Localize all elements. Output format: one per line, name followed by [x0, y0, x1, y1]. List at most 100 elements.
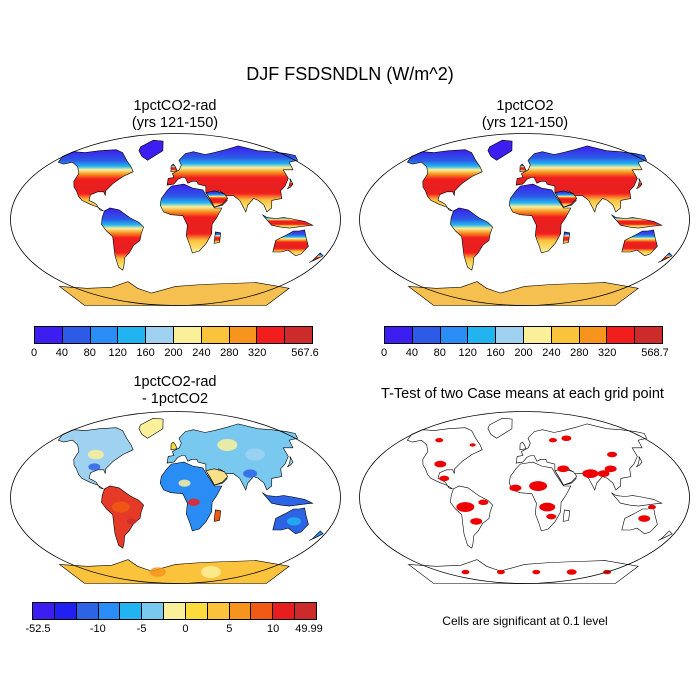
land-madagascar: [213, 231, 222, 244]
significant-cell: [557, 465, 570, 473]
colorbar-swatch: [523, 327, 552, 343]
colorbar-tick-label: 80: [83, 347, 96, 359]
colorbar-tick-label: 120: [458, 347, 477, 359]
panel-4-title: T-Test of two Case means at each grid po…: [381, 386, 664, 402]
colorbar-swatch: [120, 603, 143, 619]
significant-cell: [604, 465, 617, 473]
significant-cell: [532, 569, 541, 575]
colorbar-swatch: [579, 327, 608, 343]
colorbar-swatch: [90, 327, 119, 343]
significant-cell: [597, 470, 610, 477]
colorbar-swatch: [201, 327, 230, 343]
land-southAmerica: [101, 485, 144, 549]
colorbar-swatch: [285, 327, 312, 343]
land-eurasia: [515, 423, 648, 491]
colorbar-tick-label: 240: [542, 347, 561, 359]
land-uk: [519, 163, 527, 173]
land-eurasia: [166, 145, 299, 213]
colorbar-swatch: [385, 327, 413, 343]
panel-2-title: 1pctCO2 (yrs 121-150): [370, 98, 680, 132]
difference-patch: [87, 449, 104, 460]
land-indonesia: [611, 214, 663, 229]
land-antarctica: [58, 559, 290, 584]
significant-cell: [638, 515, 651, 522]
colorbar-swatch: [164, 603, 186, 619]
colorbar-swatch: [33, 603, 55, 619]
land-newzealand: [658, 530, 673, 541]
colorbar-swatch: [295, 603, 316, 619]
significant-cell: [435, 437, 444, 443]
land-newzealand: [309, 530, 324, 541]
land-australia: [621, 229, 658, 257]
land-indonesia: [262, 214, 314, 229]
land-indonesia: [611, 492, 663, 507]
colorbar-swatch: [54, 603, 77, 619]
colorbar-tick-label: 0: [380, 347, 388, 359]
colorbar-swatch: [98, 603, 121, 619]
difference-patch: [217, 438, 238, 451]
colorbar-tick-label: 280: [570, 347, 589, 359]
land-africa: [159, 461, 223, 532]
land-newzealand: [309, 252, 324, 263]
colorbar-tick-label: 49.99: [295, 623, 323, 635]
land-australia: [621, 507, 658, 535]
significant-cell: [470, 518, 483, 525]
colorbar-swatch: [251, 603, 274, 619]
colorbar-tick-label: 0: [30, 347, 38, 359]
colorbar-swatch: [257, 327, 286, 343]
difference-patch: [245, 448, 266, 461]
land-japan: [636, 456, 643, 468]
significant-cell: [539, 502, 556, 512]
significant-cell: [561, 435, 572, 442]
colorbar-swatch: [412, 327, 441, 343]
significant-cell: [434, 460, 447, 468]
colorbar-tick-label: 200: [164, 347, 183, 359]
significant-cell: [607, 451, 618, 458]
colorbar-tick-label: 568.7: [641, 347, 669, 359]
panel-1-title-line2: (yrs 121-150): [131, 115, 219, 131]
land-arabia: [205, 468, 229, 486]
panel-2-title-line2: (yrs 121-150): [481, 115, 569, 131]
colorbar-tick-label: 320: [248, 347, 267, 359]
land-africa: [159, 183, 223, 254]
land-madagascar: [562, 509, 571, 522]
colorbar-swatch: [76, 603, 99, 619]
land-eurasia: [515, 145, 648, 213]
colorbar-swatch: [118, 327, 147, 343]
panel-3-map: [10, 411, 341, 584]
land-madagascar: [562, 231, 571, 244]
land-greenland: [487, 417, 513, 439]
panel-1-colorbar: [34, 326, 313, 344]
land-indonesia: [262, 492, 314, 507]
colorbar-swatch: [440, 327, 469, 343]
colorbar-tick-label: 160: [136, 347, 155, 359]
colorbar-swatch: [35, 327, 63, 343]
significant-cell: [509, 484, 522, 492]
colorbar-tick-label: 40: [55, 347, 69, 359]
significant-cell: [478, 499, 489, 506]
colorbar-swatch: [146, 327, 174, 343]
land-africa: [508, 183, 572, 254]
colorbar-swatch: [551, 327, 580, 343]
difference-patch: [287, 517, 302, 526]
colorbar-tick-label: 40: [405, 347, 419, 359]
panel-3-colorbar-labels: -52.5 -10 -5 0 5 10 49.99: [25, 623, 322, 637]
colorbar-tick-label: 80: [433, 347, 446, 359]
difference-patch: [243, 469, 258, 478]
colorbar-tick-label: 320: [598, 347, 617, 359]
significant-cell: [529, 481, 548, 491]
colorbar-swatch: [207, 603, 230, 619]
land-northAmerica: [57, 149, 134, 212]
colorbar-tick-label: 10: [267, 623, 280, 635]
colorbar-tick-label: 160: [486, 347, 505, 359]
colorbar-tick-label: 567.6: [291, 347, 319, 359]
land-madagascar: [213, 509, 222, 522]
significant-cell: [566, 569, 577, 575]
significant-cell: [496, 569, 505, 575]
colorbar-swatch: [142, 603, 165, 619]
panel-1-title-line1: 1pctCO2-rad: [133, 98, 217, 114]
difference-patch: [126, 518, 137, 525]
significant-cell: [546, 513, 557, 520]
map-border: [10, 411, 341, 584]
colorbar-swatch: [185, 603, 208, 619]
